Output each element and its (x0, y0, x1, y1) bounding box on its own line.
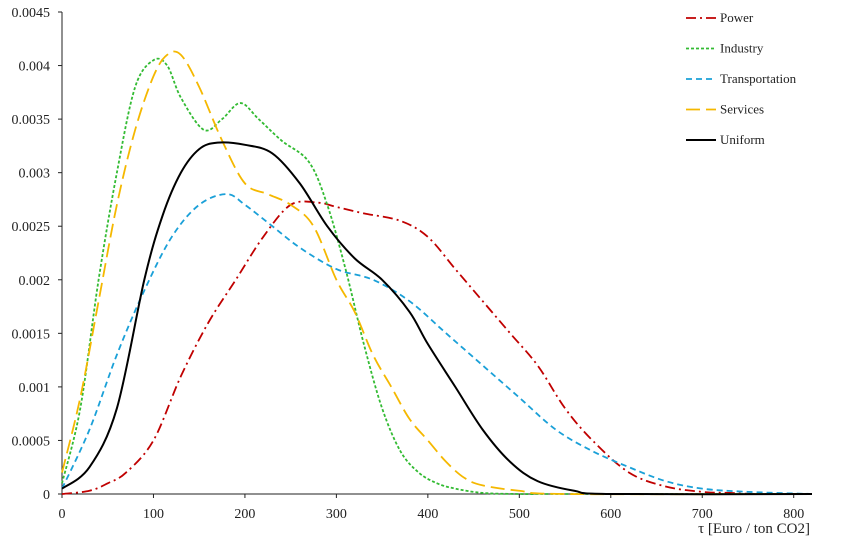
series-layer (61, 50, 813, 496)
y-tick-label: 0.003 (19, 167, 51, 182)
legend-label-power: Power (720, 10, 754, 25)
legend-label-transportation: Transportation (720, 71, 797, 86)
y-tick-label: 0.0015 (12, 327, 51, 342)
y-tick-label: 0 (43, 488, 50, 503)
series-line-transportation (61, 193, 813, 495)
x-tick-label: 100 (143, 507, 164, 522)
x-axis-label: τ [Euro / ton CO2] (698, 521, 810, 537)
y-tick-label: 0.004 (19, 60, 51, 75)
x-tick-label: 700 (692, 507, 713, 522)
legend-label-services: Services (720, 102, 764, 117)
x-tick-label: 0 (59, 507, 66, 522)
x-tick-label: 500 (509, 507, 530, 522)
x-tick-label: 800 (783, 507, 804, 522)
y-tick-label: 0.0005 (12, 434, 51, 449)
legend: Power Industry Transportation Services Unifo… (686, 10, 797, 147)
x-tick-label: 600 (600, 507, 621, 522)
y-tick-label: 0.0045 (12, 6, 51, 21)
legend-label-industry: Industry (720, 41, 764, 56)
x-tick-label: 300 (326, 507, 347, 522)
series-line-industry (61, 57, 812, 495)
x-tick-label: 200 (234, 507, 255, 522)
axes: 0 0.0005 0.001 0.0015 0.002 0.0025 0.003 0.0035… (12, 6, 812, 522)
y-tick-label: 0.002 (19, 274, 51, 289)
series-line-uniform (61, 141, 813, 496)
x-tick-label: 400 (417, 507, 438, 522)
series-line-power (61, 200, 813, 495)
series-line-services (61, 50, 813, 496)
y-tick-label: 0.0035 (12, 113, 51, 128)
y-tick-label: 0.0025 (12, 220, 51, 235)
y-tick-label: 0.001 (19, 381, 51, 396)
legend-label-uniform: Uniform (720, 132, 765, 147)
